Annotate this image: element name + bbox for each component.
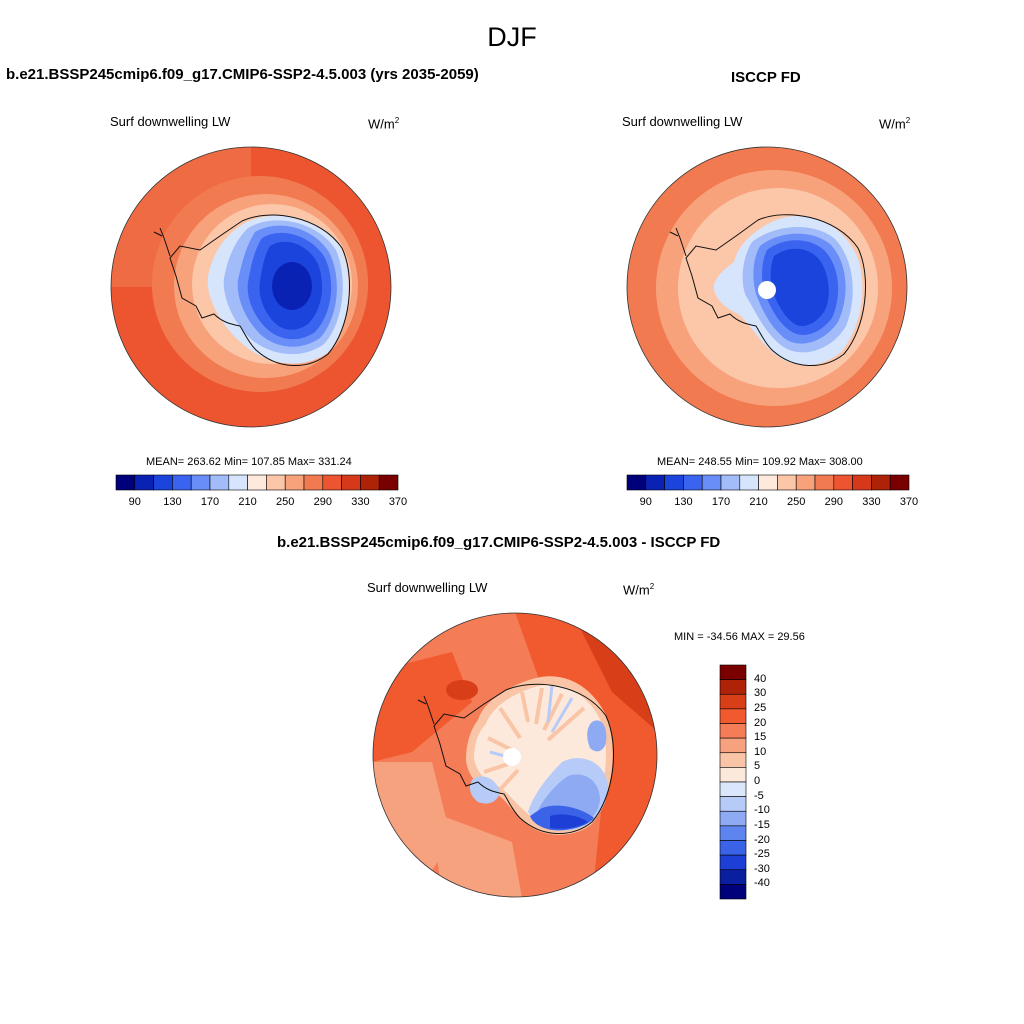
colorbar-swatch xyxy=(190,474,211,491)
colorbar-swatch xyxy=(852,474,872,491)
colorbar-swatch xyxy=(814,474,835,491)
colorbar-tick-label: 170 xyxy=(200,496,220,508)
units-label-model: W/m2 xyxy=(368,116,400,132)
colorbar-tick-label: -15 xyxy=(754,818,770,831)
colorbar-tick-label: 25 xyxy=(754,701,767,714)
panel-title-obs: ISCCP FD xyxy=(731,69,801,86)
colorbar-tick-label: 20 xyxy=(754,716,767,729)
colorbar-swatch xyxy=(719,825,747,841)
colorbar-swatch xyxy=(719,884,747,900)
colorbar-swatch xyxy=(720,474,741,491)
colorbar-swatch xyxy=(209,474,230,491)
colorbar-swatch xyxy=(719,752,747,768)
figure-title: DJF xyxy=(487,22,537,52)
colorbar-ticks-model: 90 130 170 210 250 290 330 370 xyxy=(116,496,408,510)
colorbar-swatch xyxy=(871,474,891,491)
colorbar-tick-label: -40 xyxy=(754,877,770,890)
colorbar-swatch xyxy=(360,474,380,491)
colorbar-swatch xyxy=(758,474,778,491)
polar-map-diff xyxy=(372,612,658,898)
colorbar-swatch xyxy=(322,474,342,491)
colorbar-tick-label: -5 xyxy=(754,789,764,802)
colorbar-swatch xyxy=(701,474,722,491)
colorbar-tick-label: 210 xyxy=(749,496,768,508)
colorbar-swatch xyxy=(833,474,853,491)
colorbar-swatch xyxy=(719,737,747,754)
polar-map-obs xyxy=(626,146,908,428)
variable-label-diff: Surf downwelling LW xyxy=(367,580,488,595)
colorbar-tick-label: 15 xyxy=(754,731,767,744)
colorbar-swatch xyxy=(795,474,816,491)
colorbar-tick-label: 170 xyxy=(711,496,731,508)
colorbar-swatch xyxy=(719,664,747,680)
colorbar-tick-label: 30 xyxy=(754,687,767,700)
colorbar-swatch xyxy=(719,796,747,812)
colorbar-swatch xyxy=(719,693,747,710)
colorbar-swatch xyxy=(719,708,747,724)
stats-model: MEAN= 263.62 Min= 107.85 Max= 331.24 xyxy=(146,456,352,468)
colorbar-tick-label: 90 xyxy=(639,496,652,508)
colorbar-swatch xyxy=(739,474,759,491)
colorbar-model xyxy=(115,474,399,491)
colorbar-swatch xyxy=(889,474,910,491)
colorbar-tick-label: 210 xyxy=(238,496,257,508)
colorbar-tick-label: 290 xyxy=(313,496,332,508)
colorbar-swatch xyxy=(719,869,747,885)
colorbar-tick-label: 130 xyxy=(163,496,182,508)
colorbar-tick-label: -10 xyxy=(754,804,770,817)
colorbar-tick-label: -20 xyxy=(754,833,770,846)
polar-map-model xyxy=(110,146,392,428)
colorbar-swatch xyxy=(303,474,324,491)
colorbar-swatch xyxy=(378,474,399,491)
colorbar-swatch xyxy=(134,474,154,491)
colorbar-tick-label: 0 xyxy=(754,775,761,787)
colorbar-swatch xyxy=(645,474,665,491)
colorbar-tick-label: 330 xyxy=(351,496,370,508)
colorbar-diff xyxy=(719,664,747,900)
colorbar-swatch xyxy=(115,474,136,491)
colorbar-swatch xyxy=(777,474,797,491)
panel-title-model: b.e21.BSSP245cmip6.f09_g17.CMIP6-SSP2-4.… xyxy=(6,66,479,83)
colorbar-swatch xyxy=(626,474,647,491)
colorbar-swatch xyxy=(153,474,173,491)
colorbar-swatch xyxy=(341,474,361,491)
colorbar-swatch xyxy=(719,840,747,856)
colorbar-tick-label: -30 xyxy=(754,862,770,875)
units-label-diff: W/m2 xyxy=(623,582,655,598)
colorbar-swatch xyxy=(247,474,267,491)
colorbar-tick-label: -25 xyxy=(754,848,770,861)
colorbar-swatch xyxy=(719,810,747,827)
colorbar-swatch xyxy=(172,474,192,491)
variable-label-model: Surf downwelling LW xyxy=(110,114,231,129)
colorbar-tick-label: 5 xyxy=(754,760,761,773)
colorbar-tick-label: 370 xyxy=(388,496,408,508)
colorbar-tick-label: 10 xyxy=(754,745,767,758)
colorbar-tick-label: 370 xyxy=(899,496,919,508)
panel-title-diff: b.e21.BSSP245cmip6.f09_g17.CMIP6-SSP2-4.… xyxy=(277,534,721,551)
colorbar-ticks-obs: 90 130 170 210 250 290 330 370 xyxy=(627,496,919,510)
colorbar-tick-label: 130 xyxy=(674,496,693,508)
colorbar-swatch xyxy=(719,679,747,695)
colorbar-tick-label: 250 xyxy=(787,496,806,508)
colorbar-swatch xyxy=(719,767,747,783)
colorbar-tick-label: 40 xyxy=(754,672,767,685)
variable-label-obs: Surf downwelling LW xyxy=(622,114,743,129)
colorbar-swatch xyxy=(664,474,684,491)
stats-obs: MEAN= 248.55 Min= 109.92 Max= 308.00 xyxy=(657,456,863,468)
colorbar-ticks-diff: 40 30 25 20 15 10 5 0 -5 -10 -15 -20 -25 -30 -40 xyxy=(746,665,806,899)
colorbar-swatch xyxy=(719,854,747,871)
colorbar-tick-label: 290 xyxy=(824,496,843,508)
colorbar-swatch xyxy=(228,474,248,491)
colorbar-swatch xyxy=(719,723,747,739)
colorbar-tick-label: 330 xyxy=(862,496,881,508)
colorbar-swatch xyxy=(683,474,703,491)
colorbar-tick-label: 250 xyxy=(276,496,295,508)
units-label-obs: W/m2 xyxy=(879,116,911,132)
colorbar-swatch xyxy=(284,474,305,491)
colorbar-swatch xyxy=(266,474,286,491)
colorbar-obs xyxy=(626,474,910,491)
colorbar-swatch xyxy=(719,781,747,797)
stats-diff: MIN = -34.56 MAX = 29.56 xyxy=(674,631,805,643)
colorbar-tick-label: 90 xyxy=(128,496,141,508)
